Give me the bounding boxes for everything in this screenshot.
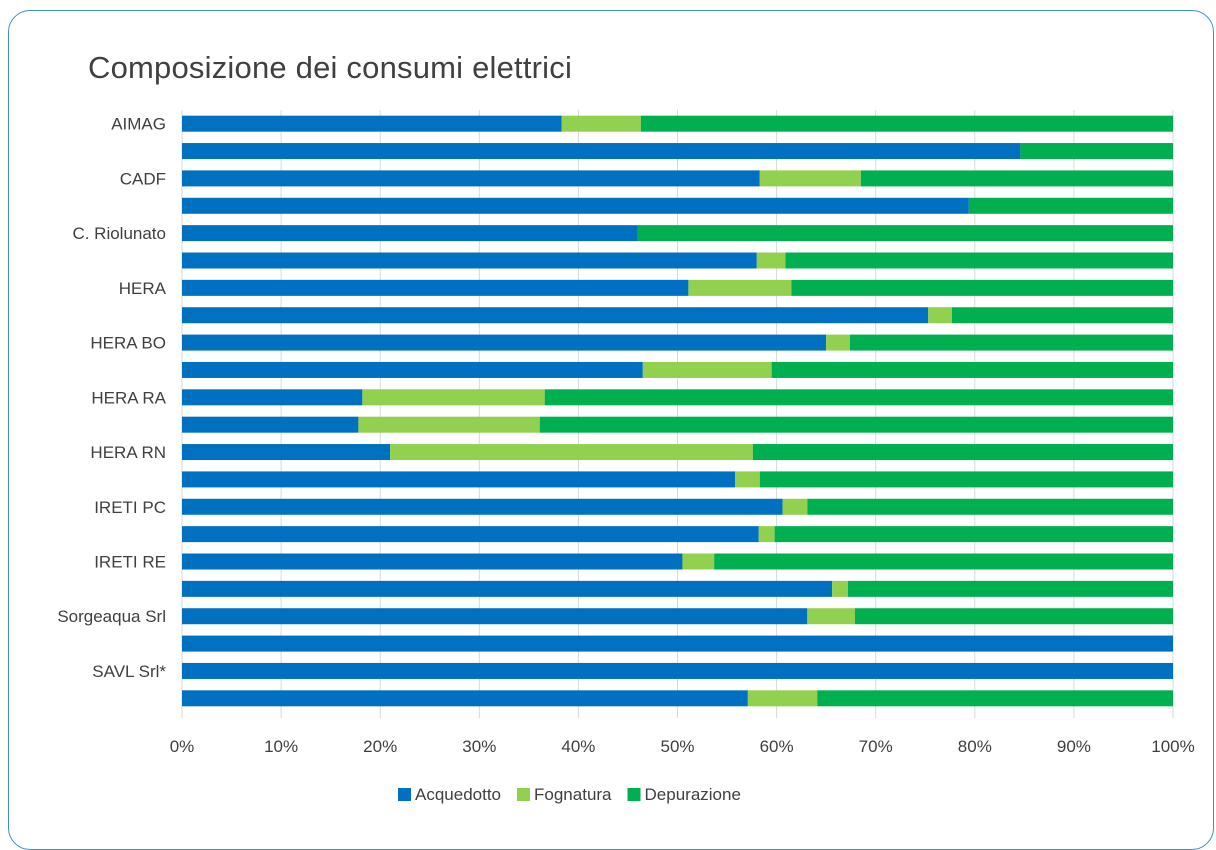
bar-segment-depurazione bbox=[774, 526, 1173, 543]
bar-segment-acquedotto bbox=[182, 334, 827, 351]
bar-segment-fognatura bbox=[747, 690, 818, 707]
bar-segment-acquedotto bbox=[182, 690, 748, 707]
bar-segment-depurazione bbox=[539, 416, 1173, 433]
bar-segment-depurazione bbox=[807, 498, 1173, 515]
bar-segment-depurazione bbox=[952, 307, 1173, 324]
x-tick-label: 40% bbox=[561, 737, 595, 756]
bars bbox=[182, 115, 1173, 707]
stacked-bar-chart: AIMAG CADF C. Riolunato HERA HERA BO HERA RA H… bbox=[57, 110, 1195, 804]
legend-swatch bbox=[517, 788, 531, 801]
legend-label: Depurazione bbox=[645, 785, 741, 804]
x-tick-label: 80% bbox=[958, 737, 992, 756]
bar-segment-acquedotto bbox=[182, 279, 689, 296]
bar-segment-depurazione bbox=[714, 553, 1173, 570]
category-label: HERA RN bbox=[90, 443, 166, 462]
category-label: HERA RA bbox=[91, 388, 166, 407]
bar-segment-depurazione bbox=[817, 690, 1173, 707]
x-tick-label: 0% bbox=[170, 737, 195, 756]
bar-segment-fognatura bbox=[642, 361, 772, 378]
category-label: HERA bbox=[119, 279, 167, 298]
category-label: IRETI RE bbox=[94, 553, 166, 572]
bar-segment-depurazione bbox=[849, 334, 1173, 351]
bar-segment-depurazione bbox=[640, 115, 1173, 132]
category-label: Sorgeaqua Srl bbox=[57, 607, 166, 626]
bar-segment-fognatura bbox=[759, 170, 861, 187]
x-tick-label: 50% bbox=[660, 737, 694, 756]
bar-segment-acquedotto bbox=[182, 170, 760, 187]
category-label: HERA BO bbox=[90, 334, 166, 353]
bar-segment-depurazione bbox=[854, 608, 1173, 625]
bar-segment-acquedotto bbox=[182, 608, 808, 625]
bar-segment-fognatura bbox=[832, 580, 848, 597]
bar-segment-acquedotto bbox=[182, 143, 1021, 160]
bar-segment-acquedotto bbox=[182, 416, 359, 433]
bar-segment-fognatura bbox=[758, 526, 775, 543]
bar-segment-depurazione bbox=[752, 444, 1173, 461]
bar-segment-depurazione bbox=[791, 279, 1173, 296]
bar-segment-acquedotto bbox=[182, 307, 929, 324]
bar-segment-acquedotto bbox=[182, 225, 638, 242]
bar-segment-depurazione bbox=[968, 197, 1173, 214]
bar-segment-fognatura bbox=[390, 444, 753, 461]
bar-segment-fognatura bbox=[688, 279, 792, 296]
bar-segment-fognatura bbox=[734, 471, 760, 488]
category-label: AIMAG bbox=[111, 115, 166, 134]
legend-label: Acquedotto bbox=[415, 785, 501, 804]
category-label: CADF bbox=[120, 169, 166, 188]
bar-segment-depurazione bbox=[544, 389, 1173, 406]
x-tick-label: 90% bbox=[1057, 737, 1091, 756]
x-tick-label: 100% bbox=[1151, 737, 1194, 756]
category-label: C. Riolunato bbox=[72, 224, 166, 243]
bar-segment-fognatura bbox=[826, 334, 850, 351]
bar-segment-fognatura bbox=[561, 115, 641, 132]
bar-segment-acquedotto bbox=[182, 471, 735, 488]
bar-segment-acquedotto bbox=[182, 115, 562, 132]
x-tick-label: 20% bbox=[363, 737, 397, 756]
bar-segment-acquedotto bbox=[182, 444, 391, 461]
bar-segment-acquedotto bbox=[182, 580, 833, 597]
bar-segment-acquedotto bbox=[182, 361, 643, 378]
bar-segment-fognatura bbox=[928, 307, 953, 324]
bar-segment-acquedotto bbox=[182, 662, 1173, 679]
category-label: SAVL Srl* bbox=[92, 662, 166, 681]
category-label: IRETI PC bbox=[94, 498, 166, 517]
bar-segment-depurazione bbox=[771, 361, 1173, 378]
bar-segment-acquedotto bbox=[182, 635, 1173, 652]
bar-segment-depurazione bbox=[1020, 143, 1173, 160]
bar-segment-fognatura bbox=[358, 416, 540, 433]
bar-segment-acquedotto bbox=[182, 553, 683, 570]
legend-swatch bbox=[627, 788, 641, 801]
x-tick-label: 10% bbox=[264, 737, 298, 756]
bar-segment-depurazione bbox=[637, 225, 1173, 242]
bar-segment-depurazione bbox=[785, 252, 1173, 269]
bar-segment-fognatura bbox=[756, 252, 786, 269]
chart-title: Composizione dei consumi elettrici bbox=[88, 50, 573, 85]
legend-label: Fognatura bbox=[534, 785, 612, 804]
bar-segment-acquedotto bbox=[182, 197, 969, 214]
bar-segment-depurazione bbox=[860, 170, 1173, 187]
bar-segment-fognatura bbox=[807, 608, 855, 625]
bar-segment-depurazione bbox=[847, 580, 1173, 597]
bar-segment-fognatura bbox=[782, 498, 808, 515]
category-labels: AIMAG CADF C. Riolunato HERA HERA BO HERA RA H… bbox=[57, 115, 166, 681]
bar-segment-acquedotto bbox=[182, 252, 757, 269]
x-tick-labels: 0% 10% 20% 30% 40% 50% 60% 70% 80% 90% 100% bbox=[170, 737, 1195, 756]
bar-segment-fognatura bbox=[682, 553, 715, 570]
bar-segment-depurazione bbox=[759, 471, 1173, 488]
legend-swatch bbox=[398, 788, 411, 801]
bar-segment-acquedotto bbox=[182, 498, 783, 515]
x-tick-label: 30% bbox=[462, 737, 496, 756]
x-tick-label: 60% bbox=[760, 737, 794, 756]
x-tick-label: 70% bbox=[859, 737, 893, 756]
bar-segment-fognatura bbox=[362, 389, 545, 406]
bar-segment-acquedotto bbox=[182, 526, 759, 543]
legend: Acquedotto Fognatura Depurazione bbox=[398, 785, 741, 804]
bar-segment-acquedotto bbox=[182, 389, 363, 406]
